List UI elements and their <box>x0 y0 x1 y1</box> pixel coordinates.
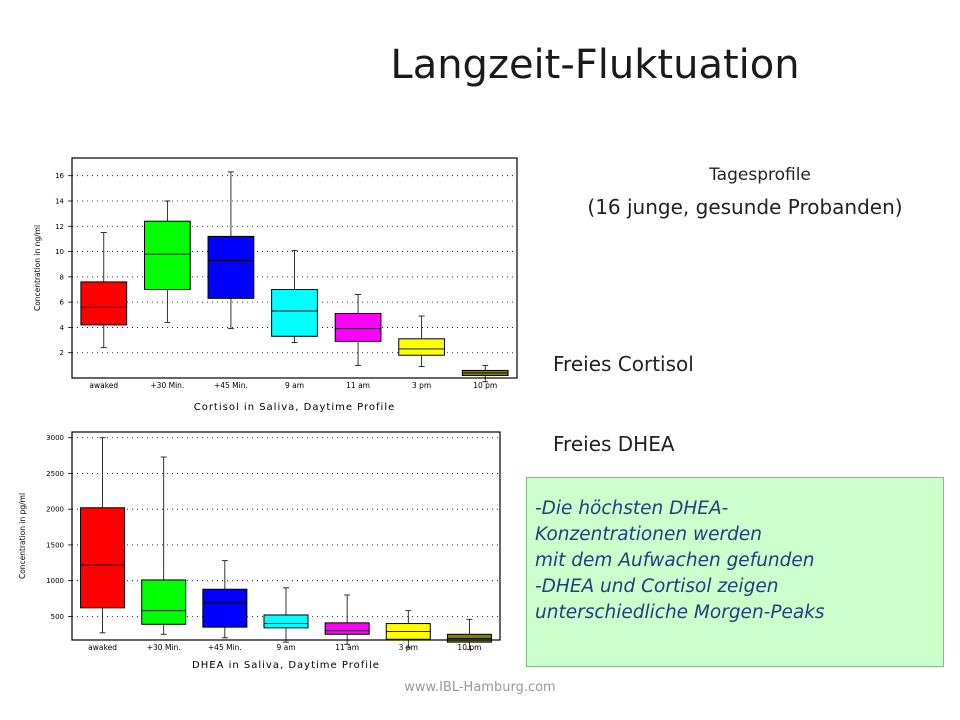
y-tick-label: 2 <box>60 349 64 357</box>
y-tick-label: 500 <box>51 613 64 621</box>
box-1 <box>143 220 191 290</box>
x-axis-label: DHEA in Saliva, Daytime Profile <box>192 660 380 671</box>
box-2 <box>207 235 255 299</box>
x-tick-label: 10 pm <box>473 381 497 390</box>
y-tick-label: 1000 <box>46 577 64 585</box>
x-tick-label: awaked <box>89 381 118 390</box>
y-tick-label: 4 <box>60 324 65 332</box>
y-tick-label: 3000 <box>46 434 64 442</box>
x-tick-label: awaked <box>88 643 117 652</box>
x-tick-label: 3 pm <box>412 381 431 390</box>
y-tick-label: 12 <box>55 223 64 231</box>
x-tick-label: 9 am <box>285 381 304 390</box>
box-2 <box>202 588 248 628</box>
box-0 <box>80 281 128 326</box>
x-tick-label: +45 Min. <box>208 643 242 652</box>
footer-url: www.IBL-Hamburg.com <box>404 680 556 695</box>
note-line: -DHEA und Cortisol zeigen <box>535 575 779 597</box>
x-tick-label: 11 am <box>335 643 359 652</box>
label-dhea: Freies DHEA <box>553 432 675 456</box>
box-3 <box>263 614 309 629</box>
note-line: mit dem Aufwachen gefunden <box>535 549 815 571</box>
plot-frame <box>71 431 501 641</box>
box-1 <box>141 579 187 625</box>
y-tick-label: 14 <box>55 197 64 205</box>
x-tick-label: 10 pm <box>457 643 481 652</box>
x-tick-label: 11 am <box>346 381 370 390</box>
y-tick-label: 6 <box>60 299 65 307</box>
x-tick-label: +30 Min. <box>147 643 181 652</box>
y-tick-label: 8 <box>60 273 64 281</box>
subtitle-probanden: (16 junge, gesunde Probanden) <box>587 195 903 219</box>
y-tick-label: 16 <box>55 172 64 180</box>
y-tick-label: 10 <box>55 248 64 256</box>
box-0 <box>80 507 126 609</box>
y-tick-label: 2500 <box>46 470 64 478</box>
x-tick-label: 3 pm <box>399 643 418 652</box>
box-5 <box>398 338 446 356</box>
x-tick-label: +30 Min. <box>150 381 184 390</box>
page-title-text: Langzeit-Fluktuation <box>390 42 800 88</box>
x-tick-label: +45 Min. <box>214 381 248 390</box>
y-axis-label: Concentration in pg/ml <box>18 493 27 579</box>
x-tick-label: 9 am <box>276 643 295 652</box>
note-line: -Die höchsten DHEA- <box>535 498 729 519</box>
label-cortisol: Freies Cortisol <box>553 352 694 376</box>
note-line: Konzentrationen werden <box>535 523 762 545</box>
subtitle-tagesprofile: Tagesprofile <box>709 165 811 185</box>
x-axis-label: Cortisol in Saliva, Daytime Profile <box>194 402 396 413</box>
note-box: -Die höchsten DHEA- Konzentrationen werd… <box>526 477 944 667</box>
box-4 <box>324 622 370 635</box>
plot-frame <box>71 157 518 379</box>
y-tick-label: 1500 <box>46 541 64 549</box>
page-title: Langzeit-Fluktuation <box>0 42 960 88</box>
y-tick-label: 2000 <box>46 506 64 514</box>
y-axis-label: Concentration in ng/ml <box>33 225 42 311</box>
box-4 <box>334 313 382 342</box>
box-3 <box>271 288 318 337</box>
note-line: unterschiedliche Morgen-Peaks <box>535 601 825 623</box>
